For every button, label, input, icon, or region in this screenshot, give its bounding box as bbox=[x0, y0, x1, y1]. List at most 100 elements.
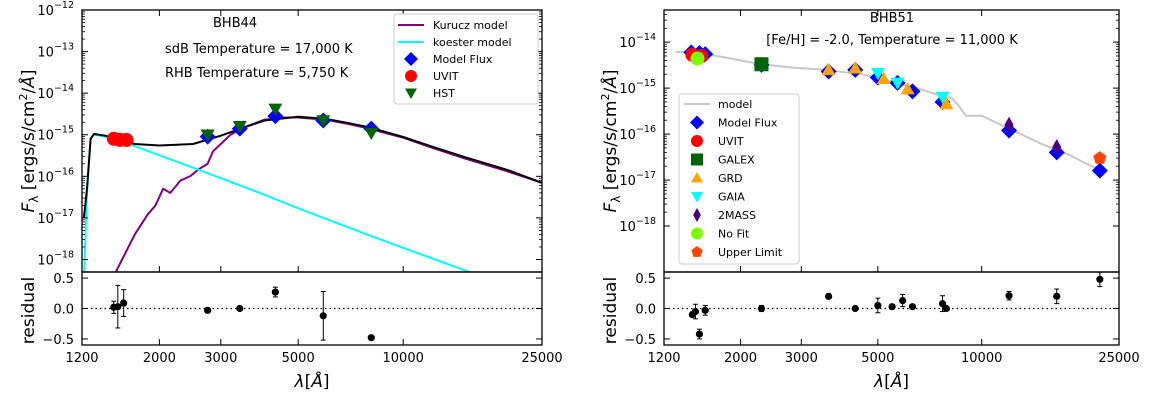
legend-marker bbox=[691, 246, 703, 257]
residual-point bbox=[367, 334, 375, 342]
marker-grd bbox=[821, 62, 836, 76]
residual-point bbox=[120, 299, 128, 307]
marker-hst bbox=[364, 127, 379, 141]
x-tick-label: 25000 bbox=[1098, 351, 1139, 366]
residual-points bbox=[688, 271, 1104, 340]
x-tick-label: 10000 bbox=[961, 351, 1002, 366]
y-tick-label: 10−16 bbox=[37, 166, 74, 185]
y-tick-label: 10−12 bbox=[37, 0, 74, 19]
legend-box bbox=[678, 93, 800, 265]
legend-marker bbox=[691, 227, 703, 240]
annotation-sdb-temperature: sdB Temperature = 17,000 K bbox=[165, 42, 353, 57]
residual-axis-label: residual bbox=[19, 277, 39, 344]
residual-point bbox=[757, 304, 766, 313]
x-tick-label: 5000 bbox=[861, 351, 894, 366]
x-tick-label: 2000 bbox=[724, 351, 757, 366]
residual-tick-label: −0.5 bbox=[624, 333, 656, 348]
residual-point bbox=[942, 304, 950, 313]
legend-marker bbox=[691, 192, 703, 203]
residual-point bbox=[236, 304, 244, 313]
legend-label: UVIT bbox=[718, 135, 744, 148]
marker-hst bbox=[268, 103, 283, 116]
marker-2mass bbox=[1004, 116, 1014, 133]
residual-point bbox=[1053, 292, 1061, 300]
residual-tick-label: 0.0 bbox=[53, 303, 74, 318]
residual-point bbox=[899, 296, 907, 305]
chart-panel-1: 10−18 10−17 10−16 10−15 10−14 10−13 10−12 1200 2… bbox=[17, 0, 563, 392]
legend-label: GAIA bbox=[718, 191, 745, 204]
y-axis-label: Fλ [ergs/s/cm2/Å] bbox=[599, 70, 623, 213]
marker-grd bbox=[876, 71, 891, 84]
legend-marker bbox=[405, 70, 417, 82]
legend-marker bbox=[405, 88, 417, 99]
y-tick-label: 10−14 bbox=[37, 83, 74, 102]
residual-point bbox=[908, 303, 917, 311]
legend: model Model Flux UVIT GALEX GRD GAIA 2MASS No F… bbox=[678, 93, 800, 265]
x-tick-label: 2000 bbox=[143, 351, 176, 366]
marker-hst bbox=[316, 115, 331, 128]
marker-upper-limit bbox=[1093, 151, 1107, 164]
legend-label: HST bbox=[433, 87, 455, 100]
legend-label: Model Flux bbox=[433, 53, 493, 66]
legend-label: GRD bbox=[718, 172, 743, 185]
marker-no-fit bbox=[690, 51, 705, 66]
data-markers bbox=[683, 44, 1108, 179]
annotation-rhb-temperature: RHB Temperature = 5,750 K bbox=[165, 66, 349, 81]
marker-gaia bbox=[870, 68, 885, 81]
legend-label: Model Flux bbox=[718, 117, 778, 130]
legend-label: model bbox=[718, 98, 752, 111]
residual-point bbox=[695, 330, 704, 338]
legend-marker bbox=[691, 153, 703, 166]
marker-model-flux bbox=[267, 108, 284, 125]
residual-point bbox=[1096, 275, 1104, 283]
chart-title: BHB51 bbox=[870, 11, 914, 26]
chart-panel-2: 10−18 10−17 10−16 10−15 10−14 1200 2000 3000 500… bbox=[599, 9, 1140, 392]
x-tick-label: 25000 bbox=[521, 351, 562, 366]
legend: Kurucz model koester model Model Flux UVIT H… bbox=[393, 13, 539, 105]
residual-point bbox=[701, 306, 709, 314]
marker-hst bbox=[232, 121, 247, 134]
model-lines bbox=[82, 115, 542, 272]
legend-label: 2MASS bbox=[718, 209, 756, 222]
legend-marker bbox=[690, 115, 704, 130]
x-tick-label: 3000 bbox=[785, 351, 818, 366]
y-tick-label: 10−18 bbox=[37, 249, 74, 268]
legend-label: UVIT bbox=[433, 70, 459, 83]
y-tick-label: 10−13 bbox=[37, 42, 74, 61]
residual-tick-label: −0.5 bbox=[42, 333, 74, 348]
annotation-metallicity-temperature: [Fe/H] = -2.0, Temperature = 11,000 K bbox=[766, 33, 1018, 48]
marker-gaia bbox=[890, 77, 905, 90]
y-tick-label: 10−15 bbox=[37, 125, 74, 144]
residual-tick-label: 0.5 bbox=[635, 272, 656, 287]
legend-label: Kurucz model bbox=[433, 19, 508, 32]
residual-point bbox=[114, 303, 122, 311]
residual-point bbox=[1005, 292, 1013, 300]
y-tick-label: 10−17 bbox=[619, 170, 656, 189]
marker-uvit bbox=[119, 132, 134, 147]
marker-galex bbox=[754, 57, 769, 72]
marker-model-flux bbox=[1091, 162, 1108, 179]
residual-point bbox=[319, 312, 327, 320]
residual-point bbox=[825, 292, 833, 300]
y-tick-label: 10−16 bbox=[619, 124, 656, 143]
series-line-2 bbox=[82, 115, 542, 219]
y-tick-label: 10−14 bbox=[619, 32, 656, 51]
residual-points bbox=[110, 284, 375, 342]
y-tick-label: 10−15 bbox=[619, 78, 656, 97]
residual-point bbox=[851, 304, 859, 313]
y-tick-label: 10−18 bbox=[619, 216, 656, 235]
x-tick-label: 5000 bbox=[282, 351, 315, 366]
legend-label: No Fit bbox=[718, 228, 750, 241]
residual-point bbox=[204, 306, 212, 314]
marker-2mass bbox=[1052, 139, 1062, 156]
x-tick-label: 10000 bbox=[383, 351, 424, 366]
y-axis-label: Fλ [ergs/s/cm2/Å] bbox=[17, 70, 41, 213]
legend-label: Upper Limit bbox=[718, 246, 783, 259]
y-tick-label: 10−17 bbox=[37, 208, 74, 227]
chart-title: BHB44 bbox=[213, 16, 257, 31]
residual-point bbox=[874, 301, 882, 310]
legend-box bbox=[393, 13, 539, 105]
x-tick-label: 3000 bbox=[204, 351, 237, 366]
residual-tick-label: 0.5 bbox=[53, 272, 74, 287]
residual-tick-label: 0.0 bbox=[635, 303, 656, 318]
